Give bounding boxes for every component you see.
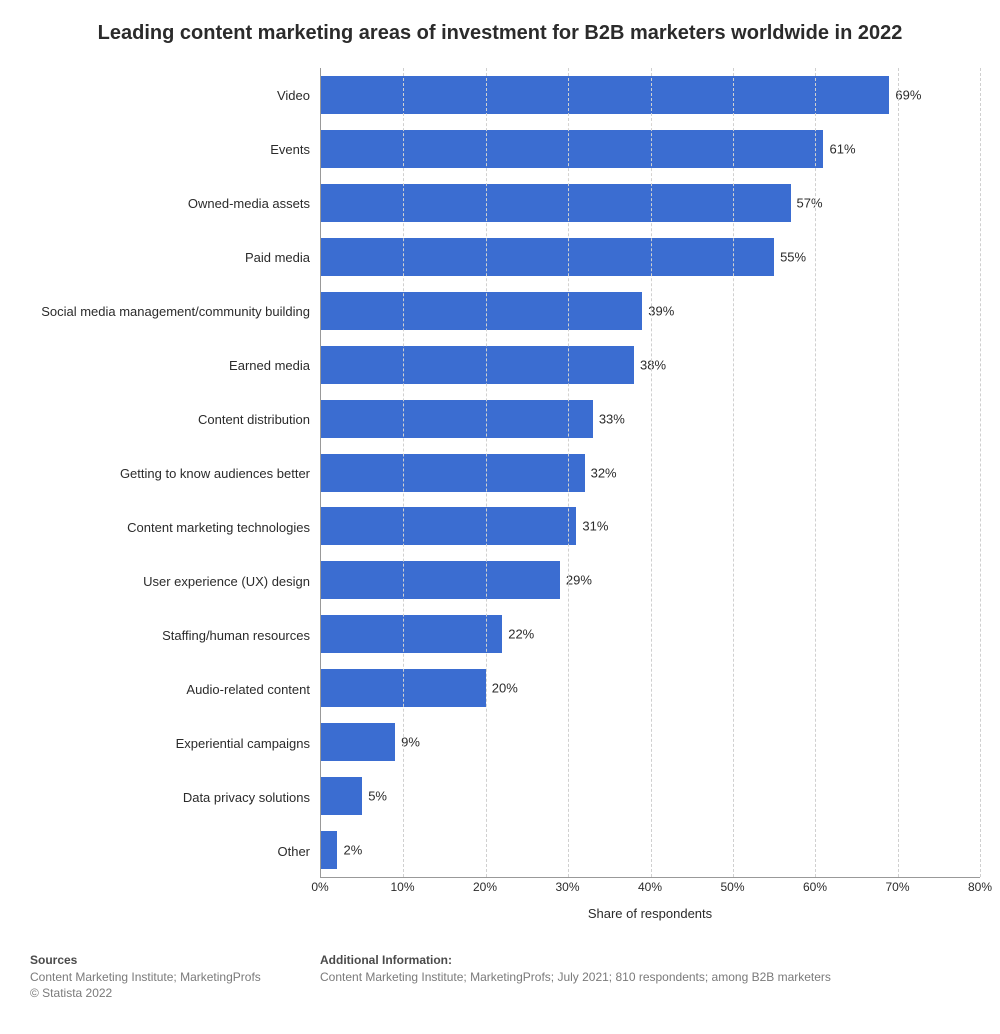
bar: 55%: [321, 238, 774, 276]
copyright: © Statista 2022: [30, 986, 320, 1000]
footer-sources: Sources Content Marketing Institute; Mar…: [20, 953, 320, 1002]
bar: 57%: [321, 184, 791, 222]
bar: 32%: [321, 454, 585, 492]
additional-heading: Additional Information:: [320, 953, 980, 967]
bar-value-label: 2%: [343, 843, 362, 858]
y-tick-label: Events: [30, 122, 320, 176]
bar-value-label: 57%: [797, 195, 823, 210]
sources-heading: Sources: [30, 953, 320, 967]
x-tick-label: 50%: [720, 880, 744, 894]
x-tick-label: 80%: [968, 880, 992, 894]
bar: 22%: [321, 615, 502, 653]
bar: 31%: [321, 507, 576, 545]
x-tick-label: 60%: [803, 880, 827, 894]
bar-value-label: 69%: [895, 87, 921, 102]
bar-value-label: 29%: [566, 573, 592, 588]
bar: 9%: [321, 723, 395, 761]
bar: 29%: [321, 561, 560, 599]
y-tick-label: Owned-media assets: [30, 176, 320, 230]
gridline: [898, 68, 899, 877]
y-tick-label: Data privacy solutions: [30, 770, 320, 824]
x-tick-label: 10%: [390, 880, 414, 894]
x-axis-label: Share of respondents: [320, 906, 980, 921]
sources-line: Content Marketing Institute; MarketingPr…: [30, 970, 320, 984]
bar-value-label: 5%: [368, 789, 387, 804]
bar-value-label: 61%: [829, 141, 855, 156]
plot-area: 69% 61% 57% 55% 39% 38% 33% 32% 31% 29% 22% 20% 9% 5%…: [320, 68, 980, 878]
bar-value-label: 33%: [599, 411, 625, 426]
y-tick-label: Staffing/human resources: [30, 608, 320, 662]
y-tick-label: Other: [30, 824, 320, 878]
x-tick-label: 30%: [555, 880, 579, 894]
bar-value-label: 31%: [582, 519, 608, 534]
bar: 39%: [321, 292, 642, 330]
footer-additional: Additional Information: Content Marketin…: [320, 953, 980, 1002]
bar: 69%: [321, 76, 889, 114]
chart-footer: Sources Content Marketing Institute; Mar…: [20, 953, 980, 1002]
y-axis-labels: VideoEventsOwned-media assetsPaid mediaS…: [30, 68, 320, 921]
chart-container: Leading content marketing areas of inves…: [0, 0, 1000, 1032]
plot-wrapper: 69% 61% 57% 55% 39% 38% 33% 32% 31% 29% 22% 20% 9% 5%…: [320, 68, 980, 921]
y-tick-label: Paid media: [30, 230, 320, 284]
y-tick-label: Getting to know audiences better: [30, 446, 320, 500]
x-tick-label: 40%: [638, 880, 662, 894]
bar-value-label: 39%: [648, 303, 674, 318]
bar: 33%: [321, 400, 593, 438]
y-tick-label: Content distribution: [30, 392, 320, 446]
gridline: [568, 68, 569, 877]
bar: 61%: [321, 130, 823, 168]
bar-value-label: 55%: [780, 249, 806, 264]
gridline: [815, 68, 816, 877]
bar: 5%: [321, 777, 362, 815]
x-tick-label: 20%: [473, 880, 497, 894]
x-tick-label: 0%: [311, 880, 328, 894]
y-tick-label: Audio-related content: [30, 662, 320, 716]
gridline: [486, 68, 487, 877]
gridline: [403, 68, 404, 877]
y-tick-label: Content marketing technologies: [30, 500, 320, 554]
bar-value-label: 20%: [492, 681, 518, 696]
x-tick-label: 70%: [885, 880, 909, 894]
chart-area: VideoEventsOwned-media assetsPaid mediaS…: [30, 68, 980, 921]
y-tick-label: Experiential campaigns: [30, 716, 320, 770]
bar-value-label: 32%: [591, 465, 617, 480]
gridline: [733, 68, 734, 877]
additional-line: Content Marketing Institute; MarketingPr…: [320, 970, 980, 984]
gridline: [651, 68, 652, 877]
y-tick-label: Earned media: [30, 338, 320, 392]
x-axis-ticks: 0%10%20%30%40%50%60%70%80%: [320, 878, 980, 902]
chart-title: Leading content marketing areas of inves…: [20, 20, 980, 46]
y-tick-label: Social media management/community buildi…: [30, 284, 320, 338]
bar-value-label: 22%: [508, 627, 534, 642]
bar: 38%: [321, 346, 634, 384]
y-tick-label: Video: [30, 68, 320, 122]
y-tick-label: User experience (UX) design: [30, 554, 320, 608]
bar: 2%: [321, 831, 337, 869]
bar-value-label: 38%: [640, 357, 666, 372]
gridline: [980, 68, 981, 877]
